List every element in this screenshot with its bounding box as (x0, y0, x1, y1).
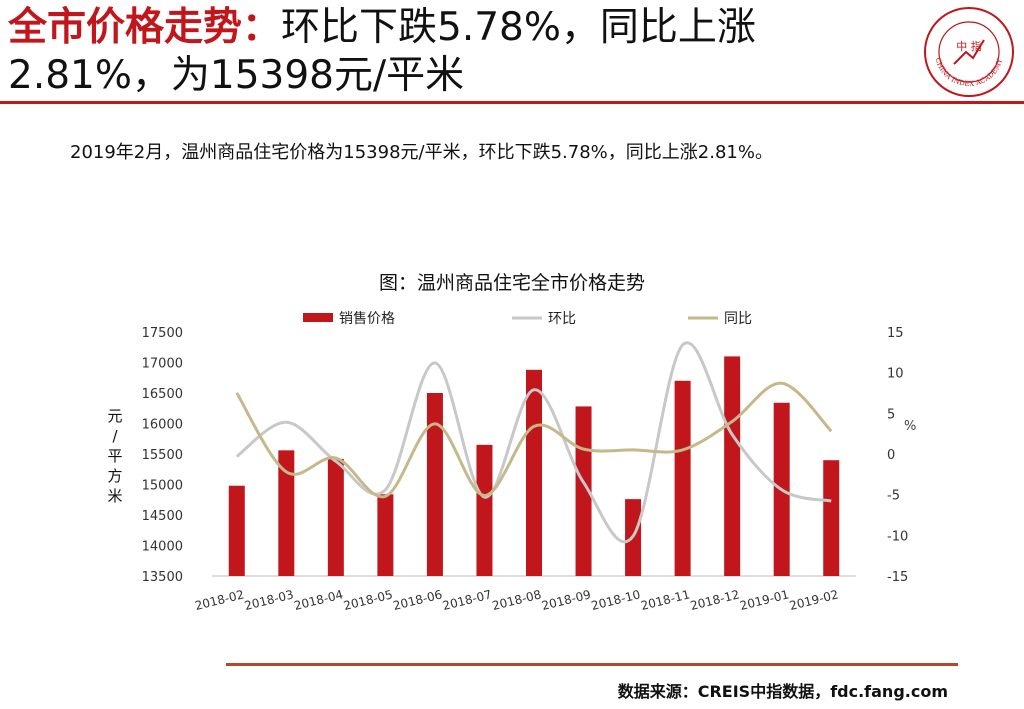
legend-label: 环比 (548, 311, 576, 327)
china-index-academy-logo-icon: 中 指 CHINA INDEX ACADEMY (924, 7, 1014, 97)
price-bar (228, 485, 245, 576)
x-tick-label: 2018-11 (639, 587, 691, 613)
x-tick-label: 2018-08 (491, 587, 543, 613)
right-tick-label: 5 (887, 407, 895, 422)
right-axis-label: % (904, 419, 917, 434)
right-tick-label: -10 (887, 529, 908, 544)
left-tick-label: 16000 (142, 418, 183, 433)
left-tick-label: 17000 (142, 357, 183, 372)
footer-divider (226, 663, 958, 666)
price-bar (674, 380, 691, 576)
header-divider (0, 101, 1024, 104)
left-tick-label: 13500 (142, 570, 183, 585)
x-tick-label: 2018-10 (590, 587, 642, 613)
x-tick-label: 2018-05 (342, 587, 394, 613)
mom-line (235, 341, 832, 544)
x-tick-label: 2018-02 (193, 587, 245, 613)
title-lead: 全市价格走势： (8, 5, 282, 50)
summary-text: 2019年2月，温州商品住宅价格为15398元/平米，环比下跌5.78%，同比上… (70, 142, 773, 163)
price-trend-chart: 13500 14000 14500 15000 15500 16000 16500 17000… (142, 311, 909, 613)
price-bar (823, 460, 840, 576)
price-bar (278, 450, 295, 576)
price-bar (426, 393, 443, 576)
x-tick-label: 2018-04 (293, 587, 345, 613)
title-rest: 环比下跌5.78%，同比上涨2.81%，为15398元/平米 (8, 5, 756, 98)
x-tick-label: 2019-02 (788, 587, 840, 613)
left-tick-label: 16500 (142, 387, 183, 402)
left-tick-label: 14500 (142, 509, 183, 524)
price-bar (526, 369, 542, 576)
x-tick-label: 2018-07 (441, 587, 493, 613)
left-tick-label: 14000 (142, 540, 183, 555)
right-tick-label: -5 (887, 489, 900, 504)
left-tick-label: 15000 (142, 479, 183, 494)
right-tick-label: 15 (887, 326, 904, 341)
x-tick-label: 2019-01 (738, 587, 790, 613)
page-header: 全市价格走势：环比下跌5.78%，同比上涨2.81%，为15398元/平米 (8, 4, 908, 100)
x-tick-label: 2018-03 (243, 587, 295, 613)
left-axis-label: 元 / 平方米 (107, 407, 123, 505)
x-tick-label: 2018-12 (689, 587, 741, 613)
page-title: 全市价格走势：环比下跌5.78%，同比上涨2.81%，为15398元/平米 (8, 4, 908, 100)
price-bar (476, 444, 493, 576)
data-source: 数据来源：CREIS中指数据，fdc.fang.com (617, 682, 948, 701)
legend-label: 销售价格 (339, 311, 395, 327)
logo-text: 中 指 (956, 39, 982, 53)
right-tick-label: 10 (887, 367, 904, 382)
price-bar (724, 356, 741, 576)
left-tick-label: 17500 (142, 326, 183, 341)
legend-swatch-bar (303, 313, 333, 322)
x-tick-label: 2018-09 (540, 587, 592, 613)
yoy-line (235, 381, 833, 499)
x-tick-label: 2018-06 (392, 587, 444, 613)
logo-ring-text: CHINA INDEX ACADEMY (934, 57, 1005, 88)
price-bar (377, 494, 394, 576)
left-tick-label: 15500 (142, 448, 183, 463)
chart-title: 图：温州商品住宅全市价格走势 (378, 272, 645, 294)
right-tick-label: 0 (887, 448, 895, 463)
price-bar (327, 458, 344, 576)
legend-label: 同比 (724, 311, 752, 327)
right-tick-label: -15 (887, 570, 908, 585)
